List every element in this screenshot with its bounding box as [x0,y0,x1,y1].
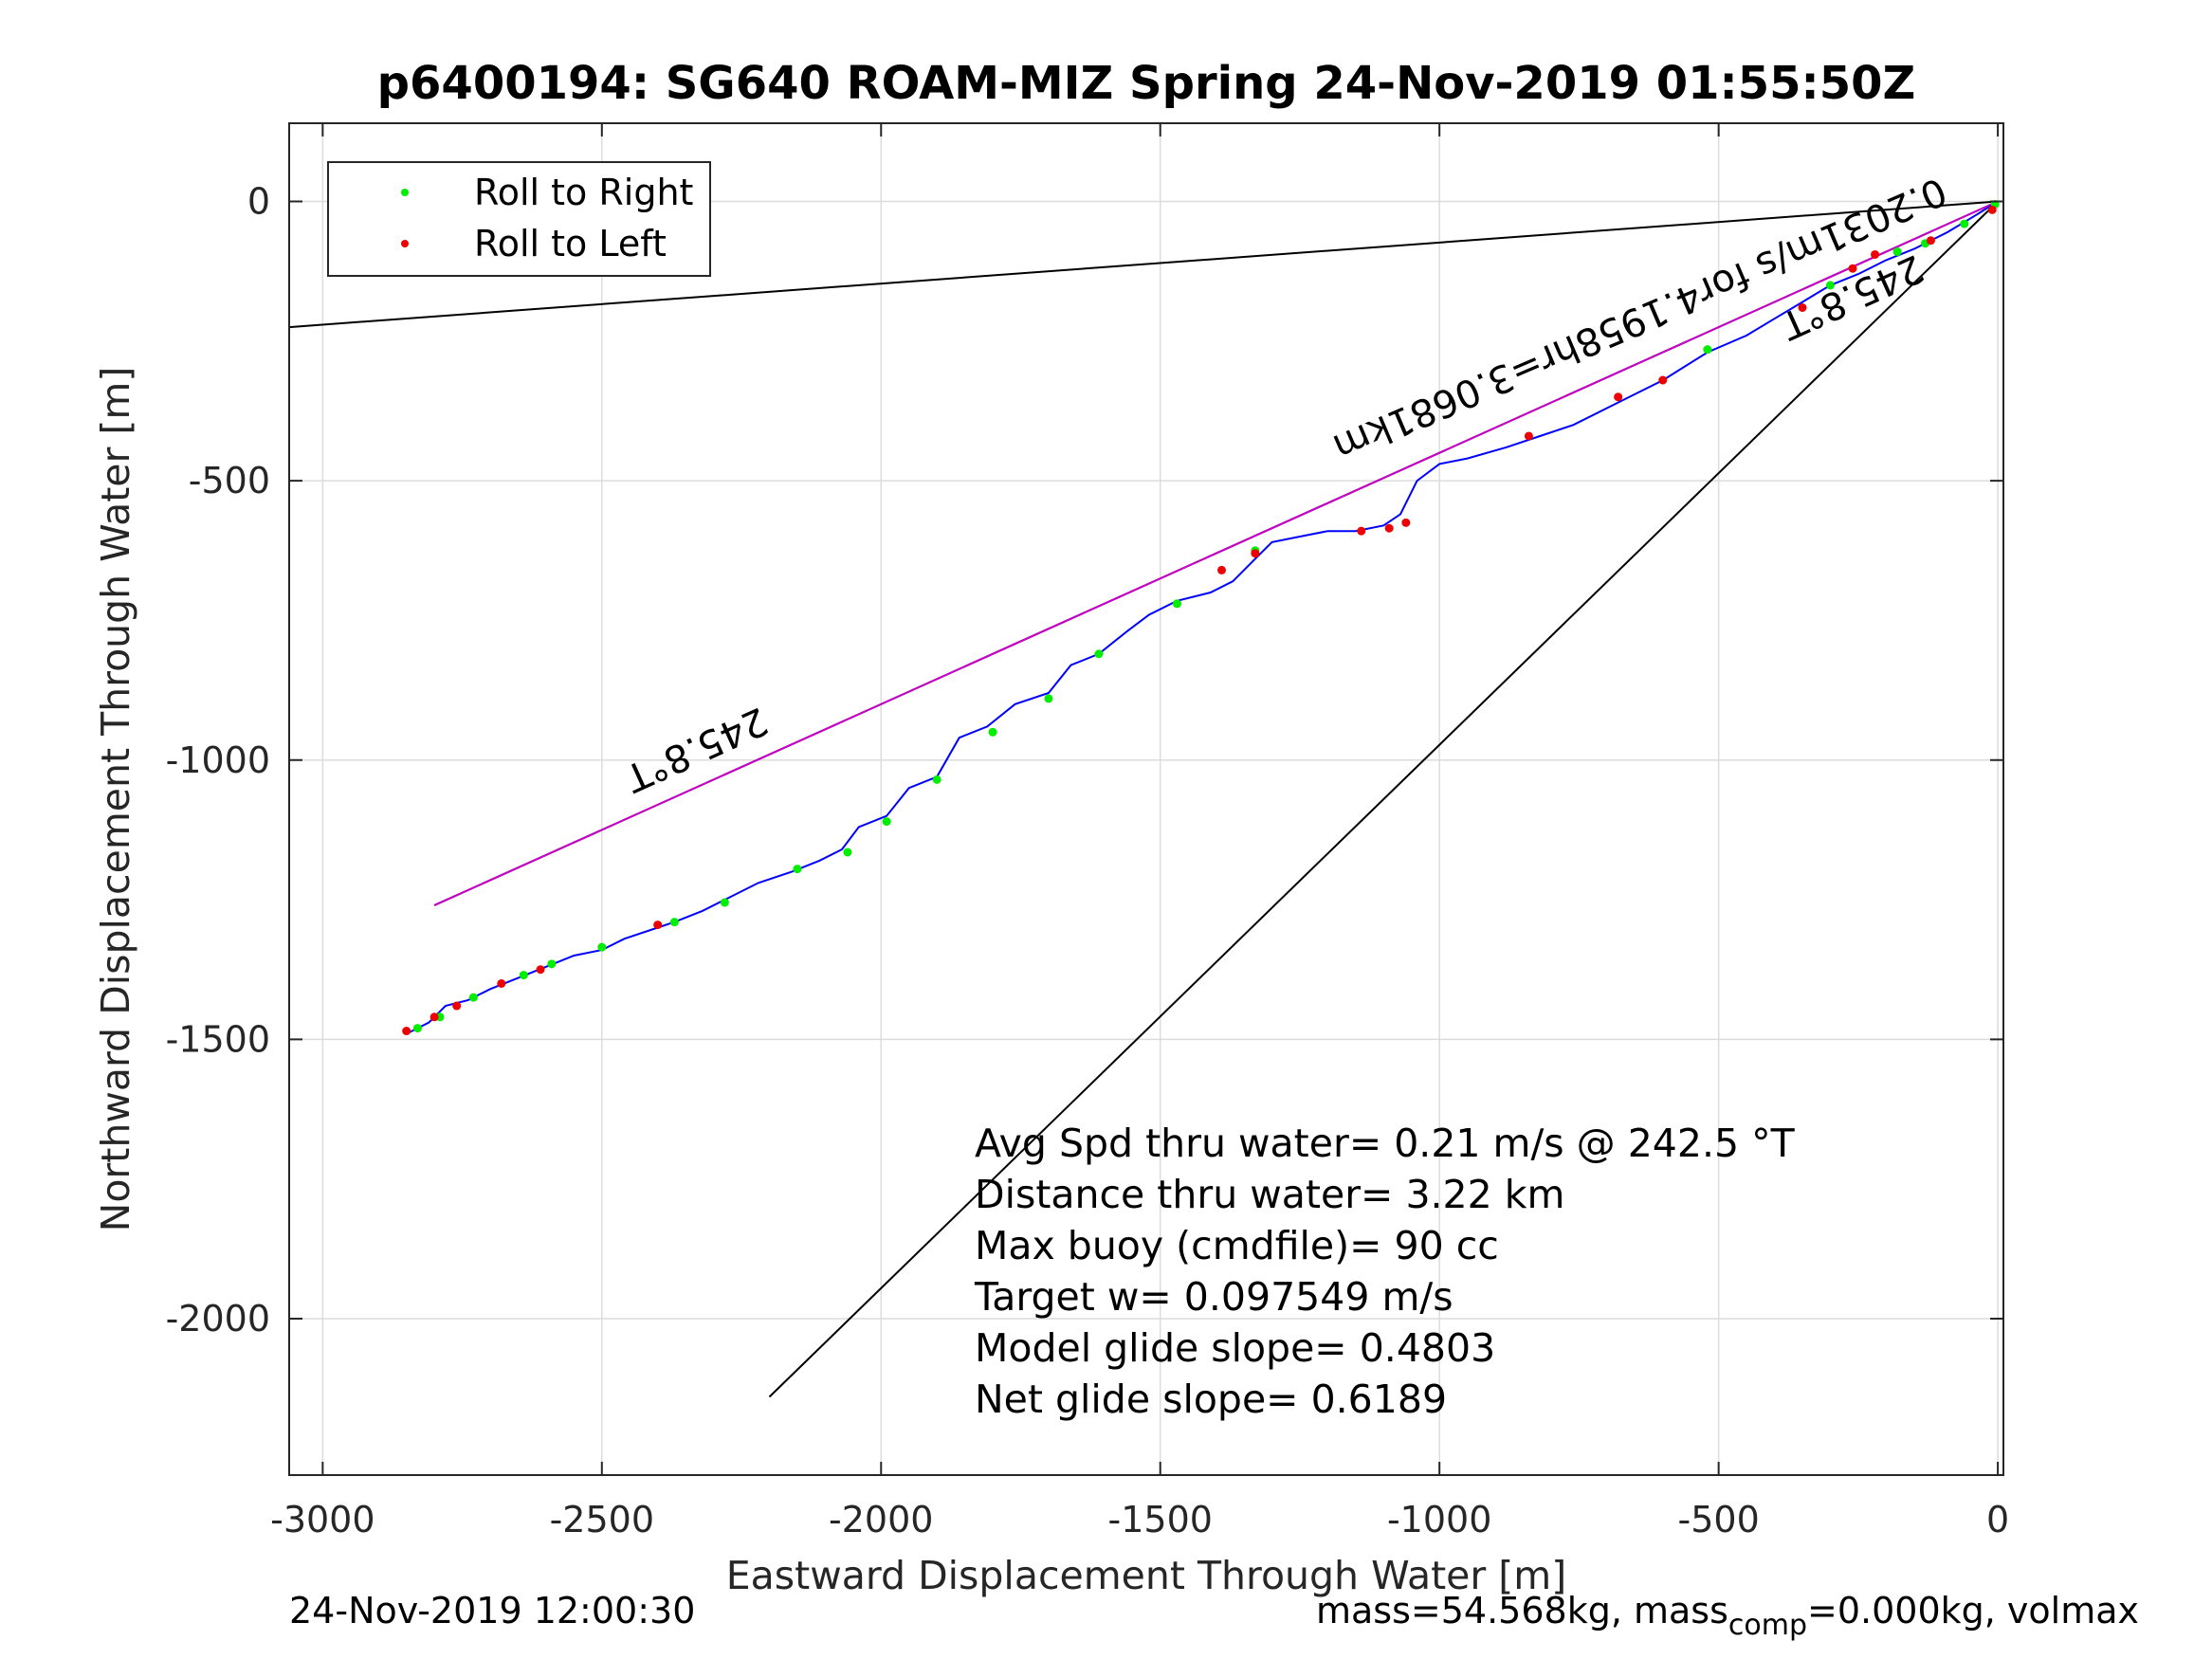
roll-left-point [1871,249,1880,259]
footer-mass-suffix: =0.000kg, volmax [1807,1590,2139,1632]
heading-line [433,200,1999,906]
roll-left-point [452,1001,462,1011]
footer-mass-subscript: comp [1728,1609,1807,1642]
legend-box [327,161,711,277]
roll-right-point [468,993,478,1002]
roll-left-point [1524,431,1533,441]
roll-left-point [653,921,663,930]
roll-right-point [793,865,802,874]
stats-block: Avg Spd thru water= 0.21 m/s @ 242.5 °T … [974,1121,1796,1422]
roll-left-point [536,965,545,975]
stat-net-glide-slope: Net glide slope= 0.6189 [975,1376,1447,1422]
roll-right-point [1172,599,1181,609]
x-tick-label-6: 0 [1986,1499,2009,1540]
roll-left-point [1658,375,1668,385]
footer-timestamp: 24-Nov-2019 12:00:30 [289,1590,695,1632]
x-tick-label-0: -3000 [270,1499,375,1540]
tick-labels: -3000 -2500 -2000 -1500 -1000 -500 0 0 -500 -1000… [166,180,2010,1540]
roll-left-point [1217,565,1227,574]
roll-right-point [1825,281,1835,290]
axes-box [288,122,2004,1476]
legend-label-roll-left: Roll to Left [474,223,667,264]
roll-left-point [1987,205,1997,214]
y-tick-label-2: -1000 [166,739,270,781]
roll-left-point [1848,264,1857,273]
roll-right-point [932,775,941,784]
x-tick-label-3: -1500 [1108,1499,1213,1540]
roll-right-point [1044,694,1053,703]
x-tick-label-5: -500 [1678,1499,1760,1540]
roll-left-point [1251,549,1260,558]
reference-line-1 [768,200,1999,1398]
roll-right-point [843,848,852,857]
chart-title: p6400194: SG640 ROAM-MIZ Spring 24-Nov-2… [377,57,1916,110]
roll-right-point [519,971,528,980]
plot-area [289,123,2003,1475]
roll-right-point [1892,247,1902,257]
roll-left-point [1401,518,1411,527]
roll-right-point [1703,345,1712,355]
y-axis-label: Northward Displacement Through Water [m] [93,367,138,1232]
x-tick-label-4: -1000 [1387,1499,1491,1540]
y-tick-label-1: -500 [189,460,270,501]
stat-max-buoy: Max buoy (cmdfile)= 90 cc [975,1223,1499,1268]
glider-track [406,200,1999,1035]
roll-right-point [597,942,607,952]
stat-model-glide-slope: Model glide slope= 0.4803 [975,1325,1495,1371]
y-tick-label-3: -1500 [166,1018,270,1060]
legend-label-roll-right: Roll to Right [474,172,693,213]
roll-left-point [430,1012,439,1022]
stat-avg-speed: Avg Spd thru water= 0.21 m/s @ 242.5 °T [975,1121,1796,1166]
stat-target-w: Target w= 0.097549 m/s [974,1274,1453,1320]
grid-lines [289,123,2003,1475]
x-axis-label: Eastward Displacement Through Water [m] [726,1553,1566,1598]
roll-left-point [1798,302,1807,312]
x-tick-label-1: -2500 [550,1499,654,1540]
roll-points [402,199,2000,1036]
footer-mass-info: mass=54.568kg, masscomp=0.000kg, volmax [1316,1590,2139,1642]
reference-line-0 [289,200,1999,329]
y-tick-label-4: -2000 [166,1298,270,1340]
roll-left-point [1384,523,1394,533]
y-tick-label-0: 0 [247,180,270,222]
roll-left-point [1926,236,1935,246]
x-tick-label-2: -2000 [829,1499,933,1540]
roll-right-point [988,727,997,737]
roll-left-point [1357,526,1366,536]
roll-left-point [402,1027,411,1036]
footer-mass-prefix: mass=54.568kg, mass [1316,1590,1728,1632]
roll-left-point [1614,392,1623,402]
roll-right-point [412,1024,422,1033]
axis-ticks [289,123,2003,1475]
roll-right-point [720,898,729,907]
roll-right-point [547,959,557,969]
legend-marker-roll-left [401,240,409,247]
roll-right-point [882,817,891,827]
roll-right-point [1094,649,1104,659]
roll-right-point [669,918,679,927]
legend: Roll to Right Roll to Left [327,161,711,277]
roll-left-point [497,978,506,988]
legend-marker-roll-right [401,189,409,196]
stat-distance: Distance thru water= 3.22 km [975,1172,1564,1217]
roll-right-point [1960,219,1969,228]
